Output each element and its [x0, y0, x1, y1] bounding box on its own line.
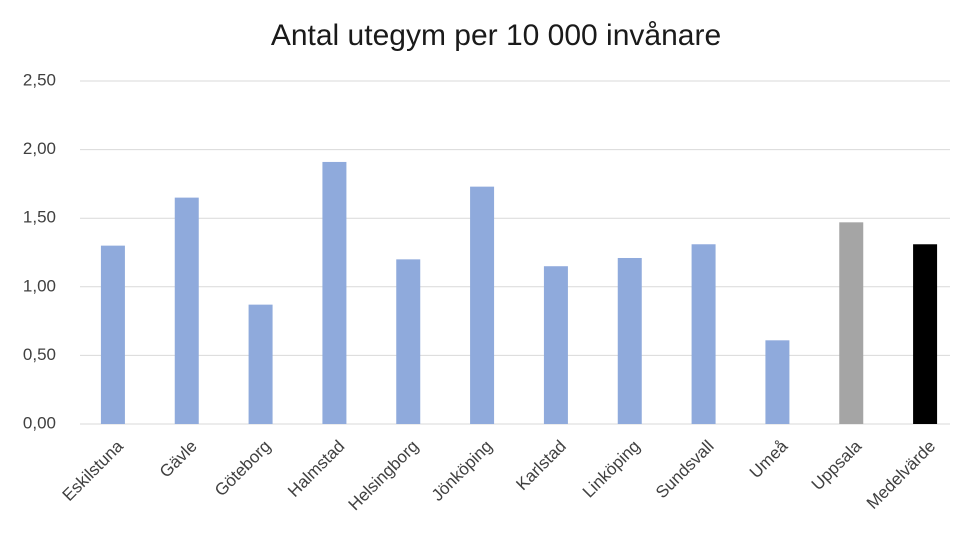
x-tick-label: Halmstad — [284, 437, 348, 501]
x-tick-label: Gävle — [156, 437, 201, 482]
y-tick-label: 1,00 — [23, 276, 56, 295]
x-tick-label: Eskilstuna — [59, 436, 128, 505]
bar — [839, 222, 864, 424]
bar — [913, 244, 938, 424]
x-tick-label: Sundsvall — [652, 437, 718, 503]
bar — [617, 257, 642, 424]
y-tick-label: 0,00 — [23, 413, 56, 432]
x-tick-label: Linköping — [579, 437, 644, 502]
bar — [248, 304, 273, 424]
bar — [174, 197, 199, 424]
x-tick-label: Uppsala — [808, 436, 866, 494]
x-tick-label: Göteborg — [211, 437, 275, 501]
bar — [396, 259, 421, 424]
bar — [543, 266, 568, 424]
chart-title: Antal utegym per 10 000 invånare — [271, 19, 721, 52]
x-tick-label: Umeå — [746, 436, 792, 482]
y-tick-label: 2,50 — [23, 70, 56, 89]
bar — [691, 244, 716, 424]
x-tick-label: Jönköping — [428, 437, 496, 505]
y-tick-label: 0,50 — [23, 345, 56, 364]
y-tick-label: 1,50 — [23, 208, 56, 227]
bar — [100, 245, 125, 424]
y-tick-label: 2,00 — [23, 139, 56, 158]
bar — [765, 340, 790, 424]
x-tick-label: Medelvärde — [863, 437, 939, 513]
x-tick-label: Karlstad — [512, 437, 570, 495]
bar — [470, 186, 495, 424]
x-tick-label: Helsingborg — [345, 437, 423, 515]
bar — [322, 161, 347, 424]
